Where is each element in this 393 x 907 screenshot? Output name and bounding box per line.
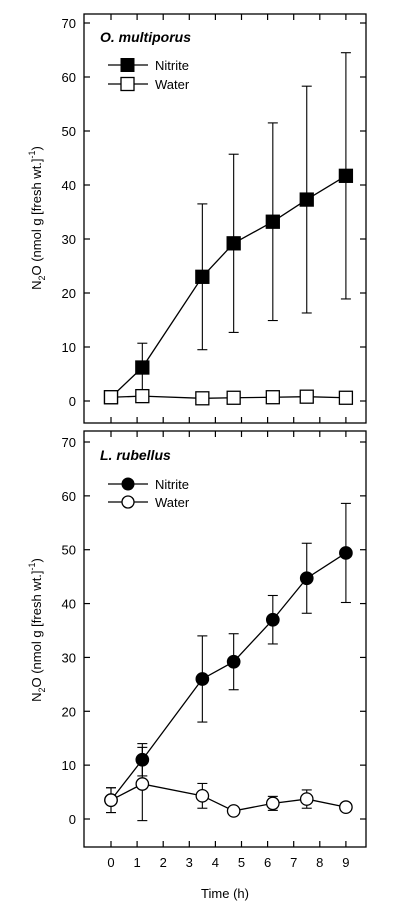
axes: 0 10 20 30 40 50 60 70 0 1 2 3 4 5 6 7 8 9 [62,431,366,870]
y-tick-label: 70 [62,435,76,450]
data-point [226,390,241,405]
series-nitrite [103,52,354,405]
plot-frame [83,430,367,848]
data-point [265,390,280,405]
y-tick-label: 20 [62,704,76,719]
data-point [265,796,280,811]
data-point [226,654,241,669]
legend-item-water: Water [108,76,190,92]
x-tick-label: 4 [212,855,219,870]
x-tick-label: 9 [342,855,349,870]
y-tick-label: 0 [69,812,76,827]
data-point [226,236,241,251]
data-point [135,360,150,375]
data-point [135,388,150,404]
y-tick-label: 20 [62,286,76,301]
data-point [103,390,119,405]
legend: Nitrite Water [108,477,190,510]
panel-l-rubellus: L. rubellus Nitrite Water N2O (nmol g [f… [27,430,367,901]
data-point [135,777,150,791]
y-tick-label: 50 [62,124,76,139]
data-point [226,804,241,818]
data-point [195,788,210,803]
y-tick-label: 0 [69,394,76,409]
data-point [339,800,353,815]
data-point [104,793,118,808]
y-tick-label: 60 [62,489,76,504]
x-tick-label: 3 [186,855,193,870]
y-tick-label: 40 [62,597,76,612]
plot-frame [83,13,367,424]
panel-o-multiporus: O. multiporus Nitrite Water N2O (nmol g … [27,13,367,424]
legend-item-water: Water [108,495,190,510]
y-tick-label: 30 [62,232,76,247]
data-point [299,792,314,806]
y-tick-label: 60 [62,70,76,85]
axes: 0 10 20 30 40 50 60 70 [62,14,366,423]
series-water [104,746,353,822]
data-point [265,612,280,627]
y-tick-label: 10 [62,340,76,355]
data-point [299,192,314,207]
data-point [339,546,353,560]
x-tick-label: 8 [316,855,323,870]
x-tick-label: 7 [290,855,297,870]
legend-label: Nitrite [155,58,189,73]
y-tick-label: 10 [62,758,76,773]
legend-marker-filled-square [120,58,135,72]
data-point [299,389,314,404]
legend-marker-open-square [120,76,135,92]
y-tick-label: 30 [62,650,76,665]
legend: Nitrite Water [108,58,190,92]
data-point [195,269,210,284]
data-point [299,571,314,586]
data-point [338,390,354,405]
x-tick-label: 6 [264,855,271,870]
panel-title: O. multiporus [100,29,191,45]
legend-label: Water [155,77,190,92]
legend-marker-open-circle [121,495,135,509]
x-tick-label: 0 [107,855,114,870]
data-point [338,168,354,183]
data-point [265,214,280,229]
panel-title: L. rubellus [100,447,171,463]
x-tick-label: 1 [133,855,140,870]
x-tick-label: 5 [238,855,245,870]
legend-item-nitrite: Nitrite [108,58,189,73]
y-tick-label: 40 [62,178,76,193]
x-axis-label: Time (h) [201,886,249,901]
y-tick-label: 50 [62,543,76,558]
legend-label: Water [155,495,190,510]
legend-item-nitrite: Nitrite [108,477,189,492]
data-point [195,391,210,406]
legend-label: Nitrite [155,477,189,492]
x-tick-label: 2 [160,855,167,870]
data-point [195,672,210,686]
y-axis-label: N2O (nmol g [fresh wt.]-1) [27,558,47,702]
y-axis-label: N2O (nmol g [fresh wt.]-1) [27,146,47,290]
series-water [103,388,354,406]
legend-marker-filled-circle [121,477,135,491]
y-tick-label: 70 [62,16,76,31]
